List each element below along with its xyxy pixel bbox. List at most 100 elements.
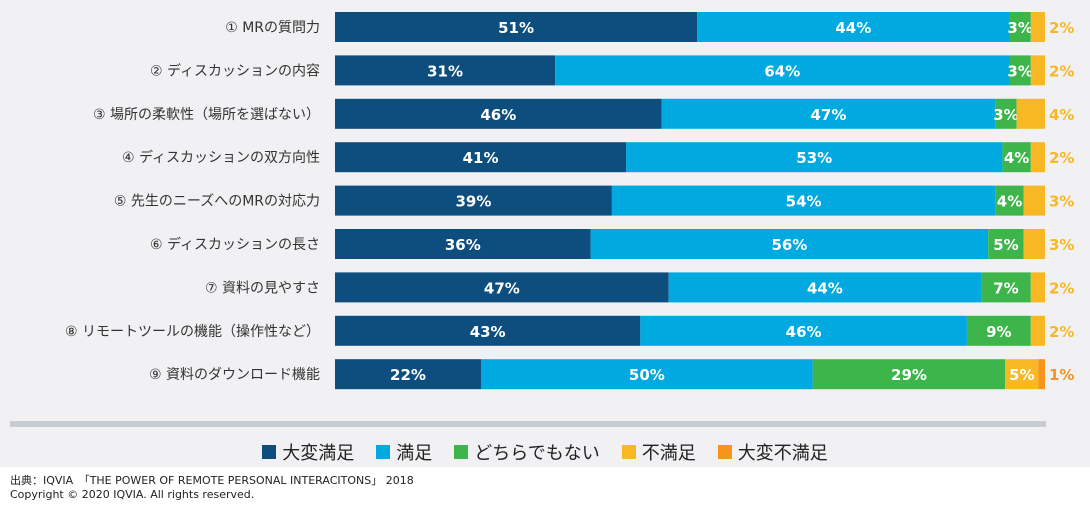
category-label: ④ ディスカッションの双方向性 — [122, 149, 320, 166]
data-label: 31% — [427, 62, 463, 80]
data-label: 22% — [390, 366, 426, 384]
bar-segment — [1023, 185, 1045, 216]
data-label: 36% — [445, 236, 481, 254]
bar-segment — [1030, 12, 1045, 42]
bar-segment — [1009, 55, 1031, 86]
data-label: 3% — [1007, 62, 1032, 80]
bar-segment — [590, 229, 989, 259]
bar-segment — [697, 12, 1010, 42]
data-label: 29% — [891, 366, 927, 384]
bar-segment — [1030, 142, 1045, 173]
data-label: 47% — [484, 279, 520, 297]
bar-row: ⑨ 資料のダウンロード機能 22% 50% 29% 5% 1% — [149, 359, 1074, 390]
bar-segment — [668, 272, 982, 303]
bar-segment — [988, 229, 1024, 259]
bar-segment — [611, 185, 996, 216]
data-label: 3% — [1007, 19, 1032, 37]
data-label: 9% — [986, 323, 1011, 341]
bar-segment — [335, 272, 669, 303]
bar-row: ⑦ 資料の見やすさ 47% 44% 7% 2% — [205, 272, 1074, 303]
category-label: ⑨ 資料のダウンロード機能 — [149, 367, 320, 383]
chart-panel: ① MRの質問力 51% 44% 3% 2% ② ディスカッションの内容 31% 64% 3% 2… — [0, 0, 1090, 467]
legend-swatch — [717, 445, 732, 459]
bar-segment — [626, 142, 1003, 173]
bar-row: ③ 場所の柔軟性（場所を選ばない） 46% 47% 3% 4% — [93, 98, 1074, 129]
data-label: 50% — [629, 366, 665, 384]
bar-segment — [1023, 229, 1045, 259]
outside-data-label: 1% — [1049, 366, 1074, 384]
outside-data-label: 2% — [1049, 279, 1074, 297]
legend-label: 大変満足 — [282, 443, 355, 464]
legend-label: 不満足 — [641, 443, 696, 464]
bar-segment — [335, 185, 612, 216]
legend-item-very-satisfied: 大変満足 — [262, 439, 354, 465]
bar-segment — [335, 98, 662, 129]
data-label: 7% — [993, 279, 1018, 297]
bar-segment — [1009, 12, 1031, 42]
bar-segment — [981, 272, 1031, 303]
data-label: 41% — [463, 149, 499, 167]
category-label: ⑧ リモートツールの機能（操作性など） — [65, 324, 320, 340]
legend-label: どちらでもない — [474, 443, 600, 464]
bar-segment — [1030, 315, 1045, 346]
data-label: 64% — [764, 62, 800, 80]
data-label: 56% — [771, 236, 807, 254]
legend-item-neutral: どちらでもない — [454, 439, 600, 465]
data-label: 54% — [786, 193, 822, 211]
outside-data-label: 2% — [1049, 149, 1074, 167]
bar-segment — [640, 315, 967, 346]
data-label: 53% — [796, 149, 832, 167]
outside-data-label: 4% — [1049, 106, 1074, 124]
source-citation: 出典：IQVIA 「THE POWER OF REMOTE PERSONAL I… — [10, 474, 414, 487]
data-label: 3% — [993, 106, 1018, 124]
bar-segment — [1016, 98, 1045, 129]
category-label: ③ 場所の柔軟性（場所を選ばない） — [93, 107, 320, 123]
bar-segment — [1002, 142, 1031, 173]
category-label: ② ディスカッションの内容 — [150, 62, 320, 79]
bar-segment — [1005, 359, 1039, 390]
bar-row: ⑤ 先生のニーズへのMRの対応力 39% 54% 4% 3% — [114, 185, 1074, 216]
category-label: ① MRの質問力 — [225, 20, 320, 36]
bar-segment — [1030, 55, 1045, 86]
outside-data-label: 2% — [1049, 19, 1074, 37]
legend: 大変満足 満足 どちらでもない 不満足 大変不満足 — [0, 438, 1090, 466]
data-label: 39% — [455, 193, 491, 211]
copyright-notice: Copyright © 2020 IQVIA. All rights reser… — [10, 488, 255, 501]
legend-swatch — [621, 445, 636, 459]
category-label: ⑥ ディスカッションの長さ — [150, 236, 320, 253]
bar-segment — [1038, 359, 1045, 390]
outside-data-label: 2% — [1049, 323, 1074, 341]
bar-segment — [335, 359, 481, 390]
category-label: ⑤ 先生のニーズへのMRの対応力 — [114, 194, 320, 210]
legend-item-dissatisfied: 不満足 — [621, 439, 696, 465]
data-label: 5% — [993, 236, 1018, 254]
data-label: 44% — [807, 279, 843, 297]
data-label: 47% — [810, 106, 846, 124]
data-label: 46% — [786, 323, 822, 341]
outside-data-label: 3% — [1049, 236, 1074, 254]
bar-row: ② ディスカッションの内容 31% 64% 3% 2% — [150, 55, 1074, 86]
stacked-bar-chart: ① MRの質問力 51% 44% 3% 2% ② ディスカッションの内容 31% 64% 3% 2… — [10, 12, 1074, 427]
legend-swatch — [376, 445, 391, 459]
data-label: 51% — [498, 19, 534, 37]
bar-segment — [480, 359, 813, 390]
outside-data-label: 2% — [1049, 62, 1074, 80]
legend-swatch — [262, 445, 277, 459]
bar-row: ① MRの質問力 51% 44% 3% 2% — [225, 12, 1074, 42]
bar-row: ⑥ ディスカッションの長さ 36% 56% 5% 3% — [150, 229, 1074, 259]
legend-label: 満足 — [396, 443, 433, 464]
data-label: 43% — [470, 323, 506, 341]
bar-segment — [661, 98, 996, 129]
bar-segment — [555, 55, 1010, 86]
bar-segment — [966, 315, 1031, 346]
bar-segment — [995, 98, 1017, 129]
bar-segment — [995, 185, 1024, 216]
category-label: ⑦ 資料の見やすさ — [205, 280, 320, 296]
bar-segment — [335, 315, 641, 346]
bar-row: ⑧ リモートツールの機能（操作性など） 43% 46% 9% 2% — [65, 315, 1074, 346]
legend-item-very-dissatisfied: 大変不満足 — [717, 439, 828, 465]
data-label: 44% — [835, 19, 871, 37]
legend-swatch — [454, 445, 469, 459]
bars-layer: ① MRの質問力 51% 44% 3% 2% ② ディスカッションの内容 31% 64% 3% 2… — [65, 12, 1074, 390]
bar-row: ④ ディスカッションの双方向性 41% 53% 4% 2% — [122, 142, 1074, 173]
